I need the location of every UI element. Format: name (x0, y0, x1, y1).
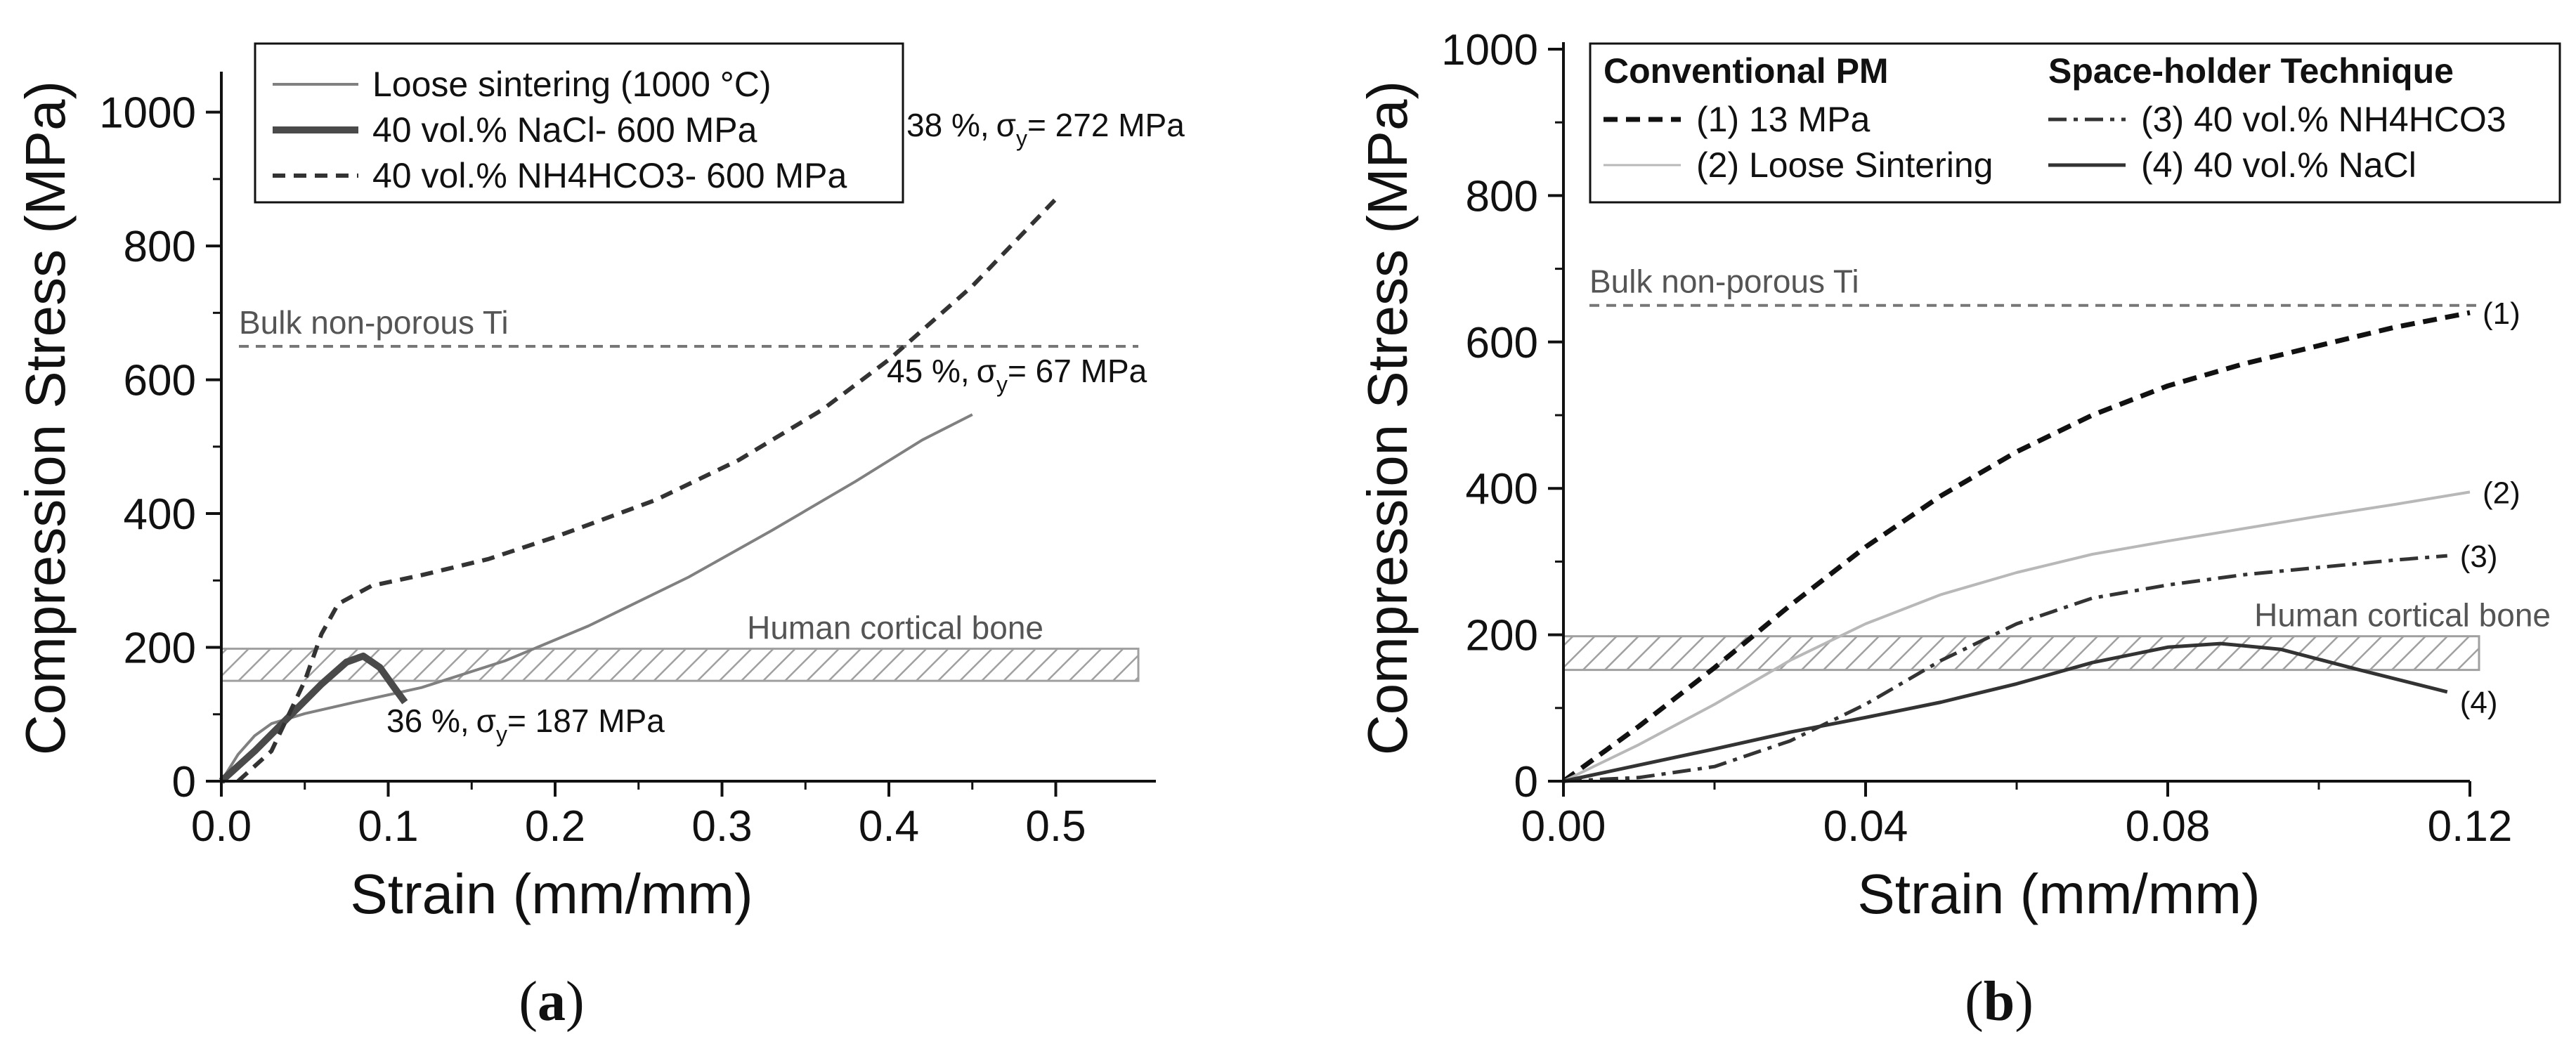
legend-label-13mpa: (1) 13 MPa (1696, 100, 1871, 139)
y-tick-label-a: 0 (172, 758, 196, 806)
y-tick-label-a: 800 (124, 223, 196, 271)
y-tick-label-b: 400 (1466, 465, 1538, 514)
y-tick-label-a: 600 (124, 357, 196, 405)
annotation-45pct: 45 %, σy= 67 MPa (887, 353, 1147, 397)
series-line-a-2 (219, 652, 408, 784)
axes-a: 0.0 0.1 0.2 0.3 0.4 0.5 0 200 400 600 800 1000 (99, 72, 1156, 851)
axes-b: 0.00 0.04 0.08 0.12 0 200 400 600 800 1000 (1441, 26, 2512, 851)
x-tick-label-b: 0.00 (1521, 802, 1606, 851)
x-tick-label-b: 0.08 (2126, 802, 2211, 851)
series-group-a (219, 197, 1058, 784)
panel-label-a: (a) (519, 971, 584, 1033)
series-line-b-2 (1563, 490, 2471, 783)
series-line-a-3 (236, 197, 1058, 783)
bulk-ti-label-a: Bulk non-porous Ti (239, 304, 509, 341)
chart-panel-b: Bulk non-porous Ti Human cortical bone (… (1356, 26, 2561, 1033)
chart-panel-a: Bulk non-porous Ti Human cortical bone 0… (14, 42, 1185, 1033)
series-line-b-1 (1561, 310, 2471, 783)
x-tick-label-a: 0.4 (859, 802, 919, 851)
curve-id-label-3: (3) (2460, 540, 2498, 574)
y-tick-label-b: 800 (1466, 172, 1538, 221)
legend-b: Conventional PM Space-holder Technique (… (1589, 42, 2561, 204)
x-axis-title-a: Strain (mm/mm) (350, 863, 753, 925)
legend-label-loose-sintering-b: (2) Loose Sintering (1696, 145, 1993, 185)
cortical-bone-band-a (220, 647, 1140, 682)
x-axis-title-b: Strain (mm/mm) (1857, 863, 2260, 925)
legend-label-nh4hco3: 40 vol.% NH4HCO3- 600 MPa (372, 156, 847, 195)
x-tick-label-a: 0.2 (525, 802, 585, 851)
series-line-a-1 (220, 413, 973, 783)
y-tick-label-a: 200 (124, 625, 196, 673)
y-tick-label-a: 1000 (99, 89, 196, 138)
cortical-bone-label-a: Human cortical bone (747, 609, 1043, 646)
curve-id-label-2: (2) (2483, 476, 2520, 510)
y-tick-label-a: 400 (124, 490, 196, 539)
legend-a: Loose sintering (1000 °C) 40 vol.% NaCl-… (254, 42, 904, 204)
legend-label-nacl-b: (4) 40 vol.% NaCl (2141, 145, 2416, 185)
y-tick-label-b: 600 (1466, 319, 1538, 367)
x-tick-label-a: 0.0 (191, 802, 252, 851)
legend-frame-a (254, 42, 904, 204)
x-tick-label-b: 0.12 (2428, 802, 2513, 851)
x-tick-label-a: 0.3 (691, 802, 752, 851)
annotation-38pct: 38 %, σy= 272 MPa (906, 107, 1185, 151)
panel-label-b: (b) (1965, 971, 2034, 1033)
cortical-bone-label-b: Human cortical bone (2254, 597, 2551, 634)
legend-group-conventional: Conventional PM (1604, 51, 1889, 91)
y-axis-title-b: Compression Stress (MPa) (1356, 81, 1419, 755)
legend-label-nacl: 40 vol.% NaCl- 600 MPa (372, 110, 757, 150)
series-line-b-3 (1563, 554, 2448, 783)
legend-frame-b (1589, 42, 2561, 204)
y-axis-title-a: Compression Stress (MPa) (14, 81, 77, 755)
legend-group-space-holder: Space-holder Technique (2048, 51, 2454, 91)
curve-id-label-1: (1) (2483, 296, 2520, 331)
x-tick-label-a: 0.1 (358, 802, 418, 851)
legend-label-nh4hco3-b: (3) 40 vol.% NH4HCO3 (2141, 100, 2506, 139)
curve-id-label-4: (4) (2460, 686, 2498, 720)
bulk-ti-label-b: Bulk non-porous Ti (1589, 263, 1859, 300)
y-tick-label-b: 200 (1466, 612, 1538, 660)
series-group-b: (1) (2) (3) (4) (1561, 296, 2520, 783)
series-line-b-4 (1563, 641, 2448, 783)
legend-label-loose-sintering: Loose sintering (1000 °C) (372, 65, 772, 104)
y-tick-label-b: 1000 (1441, 26, 1538, 74)
annotation-36pct: 36 %, σy= 187 MPa (386, 703, 665, 747)
x-tick-label-b: 0.04 (1823, 802, 1908, 851)
y-tick-label-b: 0 (1514, 758, 1538, 806)
x-tick-label-a: 0.5 (1025, 802, 1086, 851)
